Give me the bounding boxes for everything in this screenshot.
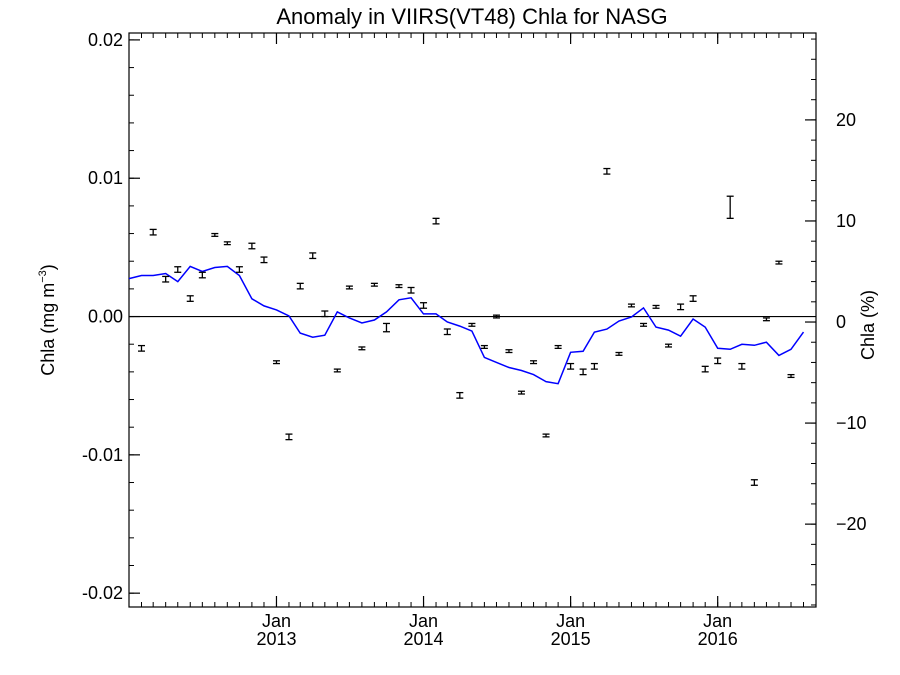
anomaly-errorbar-point: [665, 343, 673, 348]
anomaly-errorbar-point: [149, 228, 157, 236]
y-left-label-close: ): [38, 264, 58, 270]
anomaly-errorbar-point: [738, 362, 746, 370]
y-left-label-main: Chla (mg m: [38, 283, 58, 376]
y-right-axis-label: Chla (%): [858, 290, 878, 360]
anomaly-errorbar-point: [321, 310, 329, 318]
anomaly-errorbar-point: [420, 302, 428, 309]
anomaly-errorbar-point: [787, 373, 795, 379]
y-left-tick-label: -0.01: [82, 445, 123, 465]
anomaly-errorbar-point: [186, 295, 194, 302]
anomaly-errorbar-point: [505, 349, 513, 354]
y-left-tick-label: 0.02: [88, 30, 123, 50]
y-right-tick-label: 10: [836, 211, 856, 231]
y-left-tick-label: 0.00: [88, 307, 123, 327]
y-left-tick-label: -0.02: [82, 583, 123, 603]
y-left-axis-label: Chla (mg m−3): [37, 264, 58, 376]
anomaly-errorbar-point: [382, 322, 390, 333]
svg-text:Chla (%): Chla (%): [858, 290, 878, 360]
x-tick-label-month: Jan: [556, 611, 585, 631]
y-right-tick-label: 0: [836, 312, 846, 332]
x-tick-label-month: Jan: [262, 611, 291, 631]
anomaly-errorbar-point: [554, 344, 562, 350]
anomaly-errorbar-point: [162, 275, 170, 283]
chart-title: Anomaly in VIIRS(VT48) Chla for NASG: [276, 4, 667, 29]
anomaly-errorbar-point: [652, 304, 660, 309]
anomaly-errorbar-point: [579, 368, 587, 376]
anomaly-errorbar-point: [370, 282, 378, 287]
anomaly-errorbar-point: [603, 167, 611, 175]
anomaly-errorbar-point: [309, 252, 317, 260]
anomaly-errorbar-point: [174, 266, 182, 273]
anomaly-errorbar-point: [701, 365, 709, 373]
anomaly-errorbar-point: [726, 195, 734, 219]
plot-area: 0.020.010.00-0.01-0.0220100−10−20Jan2013…: [82, 30, 867, 649]
anomaly-errorbar-point: [480, 344, 488, 350]
y-right-tick-label: −20: [836, 514, 867, 534]
anomaly-errorbar-point: [750, 479, 758, 486]
anomaly-errorbar-point: [296, 282, 304, 290]
anomaly-errorbar-point: [456, 391, 464, 399]
anomaly-errorbar-point: [285, 433, 293, 441]
anomaly-errorbar-point: [395, 284, 403, 289]
anomaly-errorbar-point: [517, 390, 525, 395]
y-left-tick-label: 0.01: [88, 168, 123, 188]
anomaly-errorbar-point: [492, 314, 500, 319]
anomaly-errorbar-point: [407, 286, 415, 294]
anomaly-errorbar-point: [248, 242, 256, 250]
anomaly-errorbar-point: [689, 295, 697, 302]
x-tick-label-year: 2015: [551, 629, 591, 649]
anomaly-errorbar-point: [333, 368, 341, 373]
anomaly-errorbar-point: [677, 303, 685, 311]
x-tick-label-year: 2013: [256, 629, 296, 649]
anomaly-errorbar-point: [272, 360, 280, 365]
x-tick-label-month: Jan: [703, 611, 732, 631]
anomaly-errorbar-point: [432, 217, 440, 225]
y-left-label-sup: −3: [37, 270, 49, 283]
anomaly-errorbar-point: [198, 271, 206, 279]
anomaly-errorbar-point: [223, 241, 231, 246]
x-tick-label-year: 2016: [698, 629, 738, 649]
anomaly-errorbar-point: [211, 232, 219, 237]
anomaly-errorbar-point: [567, 362, 575, 370]
anomaly-errorbar-point: [640, 322, 648, 327]
anomaly-errorbar-point: [260, 256, 268, 264]
anomaly-errorbar-point: [358, 346, 366, 351]
svg-text:Chla (mg m−3): Chla (mg m−3): [37, 264, 58, 376]
anomaly-errorbar-point: [542, 433, 550, 438]
anomaly-errorbar-point: [443, 328, 451, 336]
anomaly-errorbar-point: [137, 344, 145, 352]
anomaly-errorbar-point: [468, 322, 476, 327]
x-tick-label-year: 2014: [404, 629, 444, 649]
y-right-tick-label: −10: [836, 413, 867, 433]
anomaly-errorbar-point: [615, 351, 623, 356]
anomaly-errorbar-point: [775, 260, 783, 265]
anomaly-errorbar-point: [345, 285, 353, 290]
plot-frame: [128, 32, 817, 608]
anomaly-errorbar-point: [235, 266, 243, 273]
x-tick-label-month: Jan: [409, 611, 438, 631]
anomaly-errorbar-point: [762, 317, 770, 322]
y-right-tick-label: 20: [836, 110, 856, 130]
anomaly-errorbar-point: [714, 357, 722, 365]
percent-anomaly-line: [128, 265, 805, 385]
anomaly-errorbar-point: [530, 360, 538, 365]
anomaly-errorbar-point: [627, 303, 635, 308]
anomaly-errorbar-point: [590, 362, 598, 370]
